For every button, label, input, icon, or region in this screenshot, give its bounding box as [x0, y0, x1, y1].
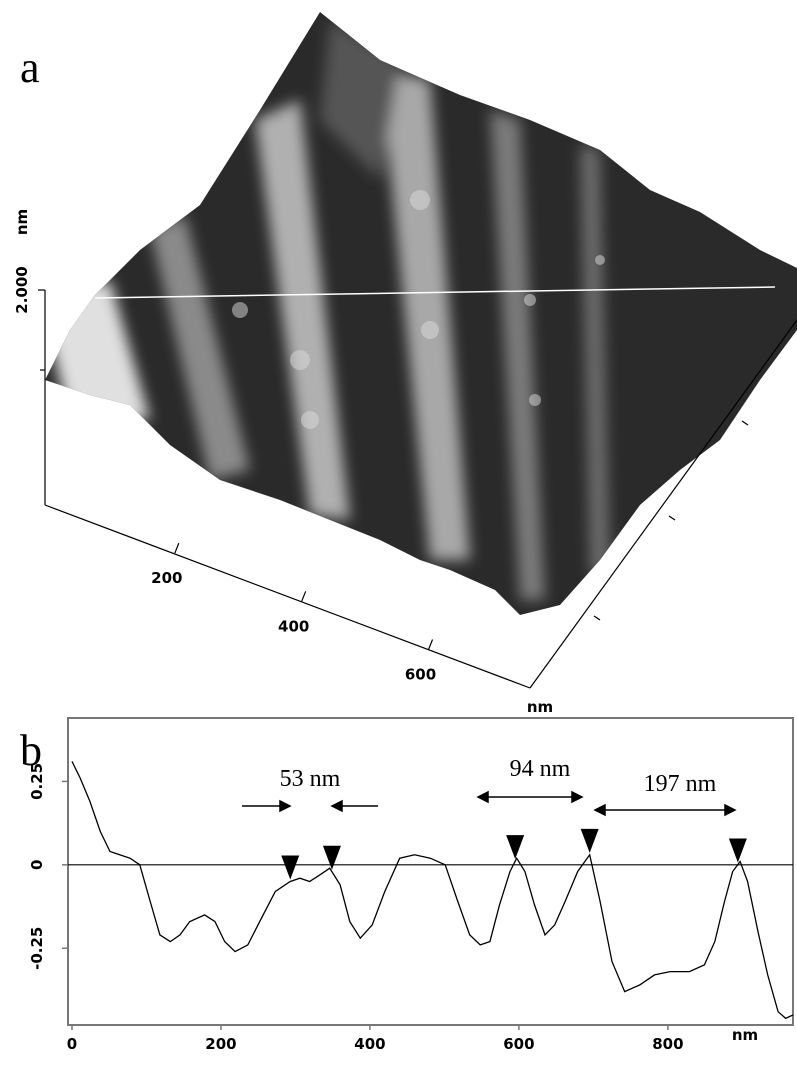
y-tick-label: -0.25 — [28, 927, 46, 970]
panel-label: a — [20, 43, 40, 92]
x-tick-label: 400 — [278, 617, 309, 635]
z-unit: nm — [13, 209, 31, 235]
plot-frame — [67, 717, 794, 1026]
annotation-arrows — [242, 790, 737, 817]
x-unit: nm — [527, 698, 553, 716]
y-tick-label: 0.25 — [28, 763, 46, 800]
x-axis — [44, 504, 531, 689]
x-tick-label: 0 — [67, 1035, 77, 1053]
x-tick — [301, 591, 307, 602]
x-tick — [174, 542, 180, 554]
x-tick-label: 400 — [354, 1035, 385, 1053]
annotation: 53 nm — [280, 766, 341, 792]
profile-line — [94, 286, 776, 299]
axes-3d — [40, 290, 797, 689]
z-label: 2.000 nm — [13, 209, 31, 314]
y-tick-label: 0 — [28, 860, 46, 870]
cursor-marker — [728, 838, 747, 863]
cursor-marker — [281, 855, 300, 880]
surface-image — [45, 12, 797, 615]
x-tick — [427, 639, 434, 650]
x-tick-label: 800 — [652, 1035, 683, 1053]
cursor-marker — [322, 845, 341, 870]
x-tick-label: 200 — [205, 1035, 236, 1053]
cursor-marker — [580, 828, 599, 853]
cursor-marker — [506, 835, 525, 860]
x-unit: nm — [732, 1026, 758, 1044]
x-tick-label: 200 — [151, 569, 182, 587]
x-tick-label: 600 — [503, 1035, 534, 1053]
z-tick-label: 2.000 — [13, 266, 31, 313]
annotation: 197 nm — [644, 771, 717, 797]
profile-curve — [71, 761, 794, 1020]
panel-label: b — [20, 726, 42, 775]
x-tick-label: 600 — [405, 665, 436, 683]
annotation: 94 nm — [510, 756, 571, 782]
